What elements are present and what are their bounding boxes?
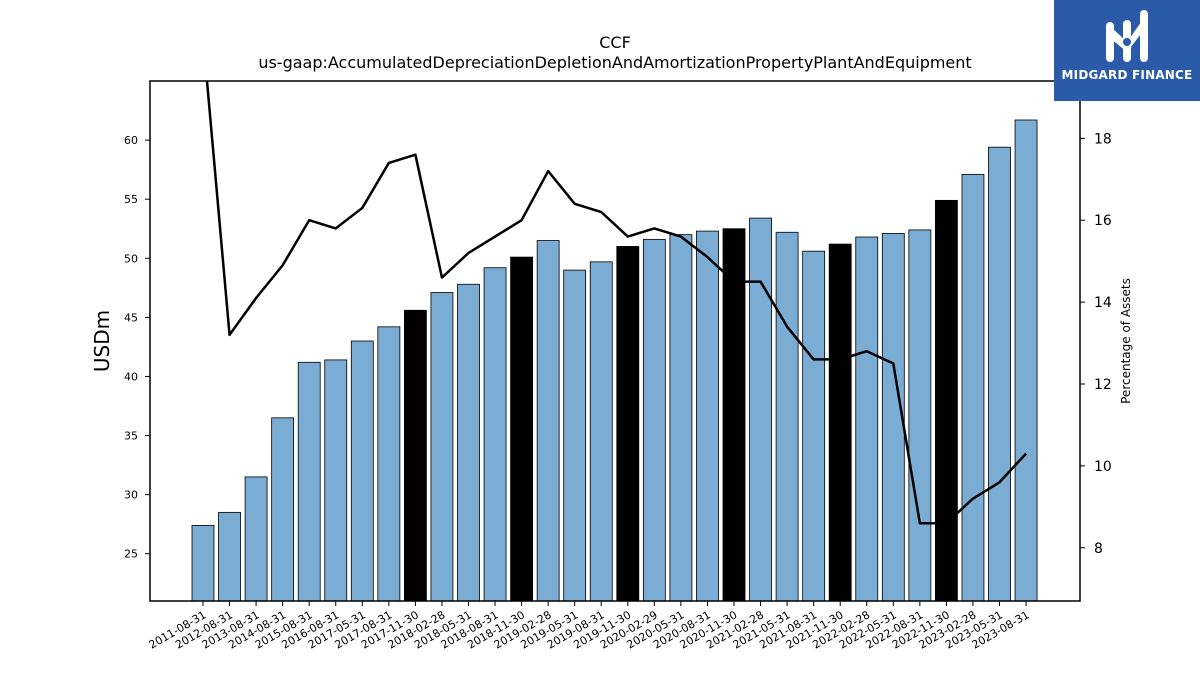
chart-title: CCF bbox=[599, 33, 631, 52]
bar bbox=[536, 240, 560, 602]
y-right-tick-label: 18 bbox=[1094, 131, 1112, 147]
bar bbox=[563, 269, 587, 602]
bar bbox=[483, 267, 507, 602]
y-tick-label: 25 bbox=[124, 548, 138, 561]
bar bbox=[935, 199, 958, 602]
bar bbox=[616, 246, 640, 602]
y-tick-label: 30 bbox=[124, 489, 138, 502]
bar bbox=[988, 146, 1011, 602]
bar bbox=[961, 173, 985, 602]
midgard-logo-icon bbox=[1106, 10, 1148, 62]
line-series bbox=[205, 81, 1027, 525]
y-right-tick-label: 10 bbox=[1094, 459, 1112, 475]
bar bbox=[510, 256, 534, 602]
chart-subtitle: us-gaap:AccumulatedDepreciationDepletion… bbox=[258, 53, 971, 72]
y-right-tick-label: 16 bbox=[1094, 213, 1112, 229]
bar bbox=[722, 228, 746, 602]
y-tick-label: 55 bbox=[124, 193, 138, 206]
bar bbox=[244, 476, 268, 602]
y-axis-right-label: Percentage of Assets bbox=[1119, 278, 1133, 404]
bar bbox=[191, 524, 215, 602]
y-tick-label: 35 bbox=[124, 430, 138, 443]
bar bbox=[297, 361, 321, 602]
bar bbox=[403, 309, 427, 602]
y-right-tick-label: 12 bbox=[1094, 377, 1112, 393]
y-tick-label: 60 bbox=[124, 134, 138, 147]
bar bbox=[669, 234, 693, 602]
bar bbox=[908, 229, 932, 602]
bar bbox=[1014, 119, 1038, 602]
bar bbox=[350, 340, 374, 602]
y-right-tick-label: 14 bbox=[1094, 295, 1112, 311]
y-tick-label: 45 bbox=[124, 311, 138, 324]
bar bbox=[775, 231, 799, 602]
plot-frame bbox=[149, 80, 1081, 602]
bar bbox=[696, 230, 719, 602]
percentage-line bbox=[205, 81, 1027, 525]
y-tick-label: 50 bbox=[124, 252, 138, 265]
y-right-tick-label: 8 bbox=[1094, 541, 1103, 557]
x-axis-ticks: 2011-08-312012-08-312013-08-312014-08-31… bbox=[147, 601, 1032, 652]
y-axis-label: USDm bbox=[90, 310, 114, 372]
bar bbox=[324, 359, 348, 602]
bar-series bbox=[191, 119, 1038, 602]
bar bbox=[828, 243, 852, 602]
bar bbox=[589, 261, 613, 602]
bar bbox=[430, 292, 454, 602]
bar bbox=[855, 236, 879, 602]
bar bbox=[457, 283, 480, 602]
bar bbox=[802, 250, 826, 602]
bar bbox=[749, 217, 772, 602]
left-axis-ticks: 25 30 35 40 45 50 55 60 bbox=[124, 134, 150, 561]
bar bbox=[642, 238, 666, 602]
brand-logo: MIDGARD FINANCE bbox=[1054, 0, 1200, 101]
logo-text: MIDGARD FINANCE bbox=[1061, 68, 1193, 82]
y-tick-label: 40 bbox=[124, 370, 138, 383]
right-axis-ticks: 8 10 12 14 16 18 bbox=[1080, 131, 1112, 557]
bar bbox=[218, 511, 241, 602]
bar bbox=[377, 326, 401, 602]
bar bbox=[271, 417, 295, 602]
